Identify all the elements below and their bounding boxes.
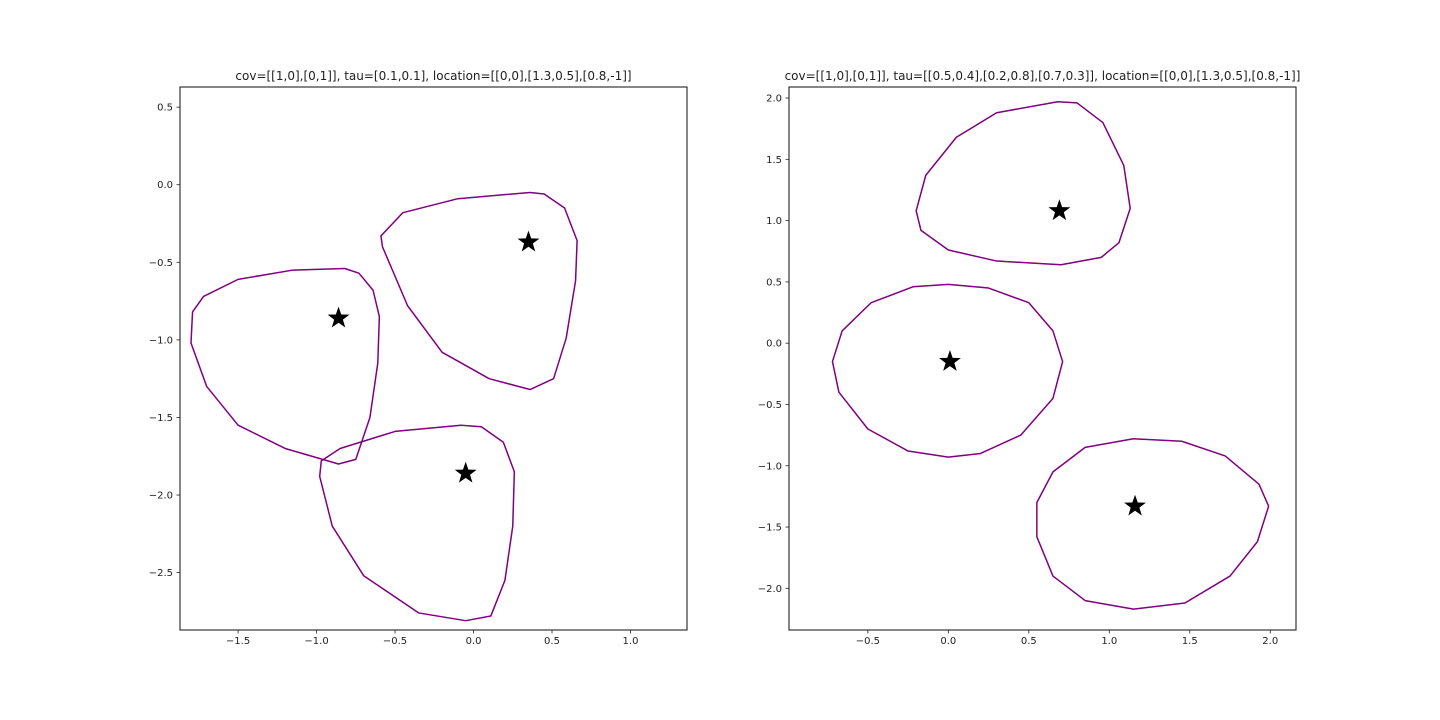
contour-line-3 bbox=[1036, 438, 1270, 610]
x-tick-label: 0.0 bbox=[466, 636, 482, 647]
x-tick-label: 0.5 bbox=[1021, 636, 1037, 647]
axes-frame bbox=[179, 86, 688, 631]
contour-line-1 bbox=[915, 100, 1131, 266]
y-tick-label: −0.5 bbox=[149, 258, 173, 269]
y-tick-label: 0.0 bbox=[157, 180, 173, 191]
star-marker-2 bbox=[939, 350, 961, 371]
x-tick-label: −1.5 bbox=[226, 636, 250, 647]
y-tick-label: 1.0 bbox=[766, 216, 782, 227]
y-tick-label: −2.0 bbox=[149, 491, 173, 502]
chart-title: cov=[[1,0],[0,1]], tau=[0.1,0.1], locati… bbox=[235, 69, 631, 83]
star-marker-1 bbox=[1048, 199, 1071, 221]
x-tick-label: −0.5 bbox=[383, 636, 407, 647]
y-tick-label: 2.0 bbox=[766, 94, 782, 105]
x-tick-label: 0.0 bbox=[940, 636, 956, 647]
star-marker-1 bbox=[327, 306, 350, 328]
y-tick-label: −0.5 bbox=[758, 400, 782, 411]
y-tick-label: 0.5 bbox=[766, 277, 782, 288]
star-marker-3 bbox=[1124, 494, 1146, 516]
contour-line-2 bbox=[831, 283, 1064, 458]
x-tick-label: 1.0 bbox=[623, 636, 639, 647]
y-tick-label: −2.5 bbox=[149, 568, 173, 579]
y-tick-label: −2.0 bbox=[758, 584, 782, 595]
contour-line-2 bbox=[380, 191, 578, 391]
star-marker-3 bbox=[454, 461, 477, 483]
contour-line-1 bbox=[190, 267, 381, 465]
y-tick-label: 0.0 bbox=[766, 339, 782, 350]
chart-title: cov=[[1,0],[0,1]], tau=[[0.5,0.4],[0.2,0… bbox=[785, 69, 1301, 83]
x-tick-label: −0.5 bbox=[856, 636, 880, 647]
x-tick-label: 2.0 bbox=[1262, 636, 1278, 647]
subplot-right: cov=[[1,0],[0,1]], tau=[[0.5,0.4],[0.2,0… bbox=[758, 69, 1301, 647]
y-tick-label: −1.5 bbox=[149, 413, 173, 424]
y-tick-label: −1.5 bbox=[758, 523, 782, 534]
y-tick-label: 1.5 bbox=[766, 155, 782, 166]
axes-frame bbox=[788, 86, 1297, 631]
y-tick-label: −1.0 bbox=[758, 461, 782, 472]
x-tick-label: 0.5 bbox=[544, 636, 560, 647]
x-tick-label: 1.5 bbox=[1182, 636, 1198, 647]
x-tick-label: 1.0 bbox=[1101, 636, 1117, 647]
contour-line-3 bbox=[318, 424, 516, 622]
star-marker-2 bbox=[517, 230, 540, 252]
y-tick-label: 0.5 bbox=[157, 103, 173, 114]
x-tick-label: −1.0 bbox=[304, 636, 328, 647]
y-tick-label: −1.0 bbox=[149, 335, 173, 346]
subplot-left: cov=[[1,0],[0,1]], tau=[0.1,0.1], locati… bbox=[149, 69, 688, 647]
